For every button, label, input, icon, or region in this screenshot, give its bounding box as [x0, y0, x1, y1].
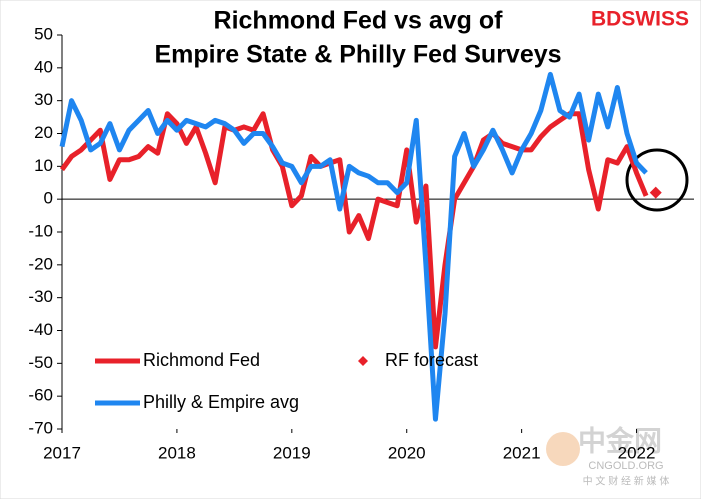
y-tick-label: -10: [28, 221, 53, 240]
x-tick-label: 2018: [158, 443, 196, 462]
series-line: [59, 111, 649, 350]
watermark: 中金网: [578, 424, 662, 456]
forecast-marker: [649, 186, 662, 199]
brand-logo: BDSWISS: [591, 8, 689, 31]
watermark-icon: [546, 432, 580, 466]
x-tick-label: 2022: [618, 443, 656, 462]
series-line: [59, 71, 648, 422]
watermark: CNGOLD.ORG: [588, 460, 663, 472]
y-tick-label: 50: [34, 24, 53, 43]
legend-label: Philly & Empire avg: [143, 392, 299, 412]
legend-marker: [358, 356, 368, 366]
y-tick-label: -70: [28, 418, 53, 437]
y-tick-label: 0: [44, 189, 53, 208]
y-tick-label: -50: [28, 353, 53, 372]
x-tick-label: 2021: [503, 443, 541, 462]
y-tick-label: 30: [34, 90, 53, 109]
y-tick-label: 10: [34, 156, 53, 175]
y-tick-label: -60: [28, 386, 53, 405]
x-tick-label: 2017: [43, 443, 81, 462]
y-tick-label: -40: [28, 320, 53, 339]
legend-label: Richmond Fed: [143, 350, 260, 370]
chart-title: Richmond Fed vs avg of: [214, 7, 504, 35]
y-tick-label: 20: [34, 123, 53, 142]
watermark: 中 文 财 经 新 媒 体: [583, 475, 670, 488]
legend-label: RF forecast: [385, 350, 478, 370]
x-tick-label: 2020: [388, 443, 426, 462]
y-tick-label: -30: [28, 287, 53, 306]
x-tick-label: 2019: [273, 443, 311, 462]
y-tick-label: -20: [28, 254, 53, 273]
chart-title: Empire State & Philly Fed Surveys: [154, 41, 561, 69]
y-tick-label: 40: [34, 57, 53, 76]
highlight-circle: [625, 148, 689, 212]
